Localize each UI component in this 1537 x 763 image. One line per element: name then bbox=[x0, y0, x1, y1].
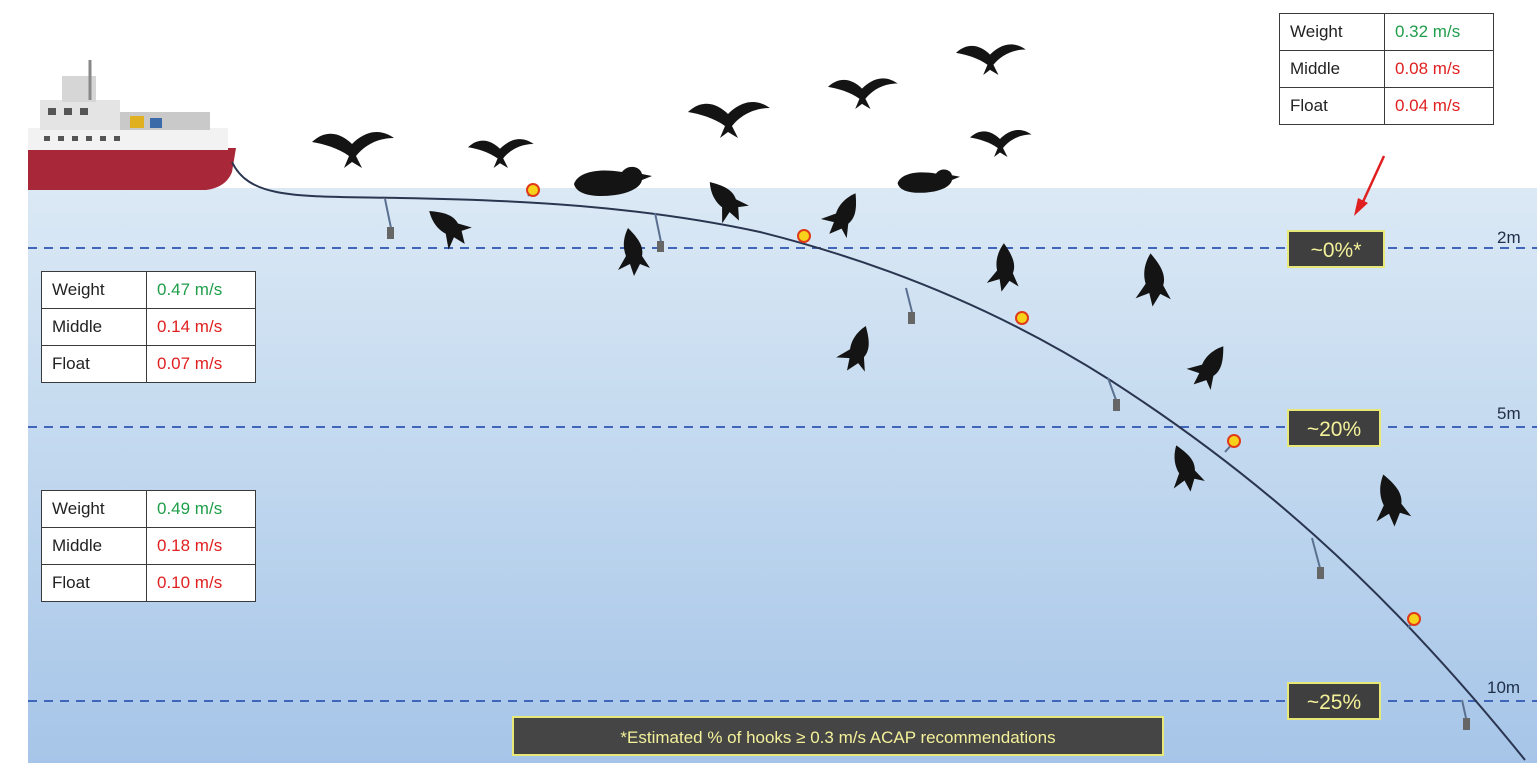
row-value: 0.08 m/s bbox=[1384, 50, 1494, 88]
weight-sinker-icon bbox=[384, 198, 1470, 730]
hook-percent-5m: ~20% bbox=[1287, 409, 1381, 447]
sink-rate-table-surface: Weight 0.32 m/s Middle 0.08 m/s Float 0.… bbox=[1279, 13, 1494, 125]
row-value: 0.47 m/s bbox=[146, 271, 256, 309]
hook-percent-10m: ~25% bbox=[1287, 682, 1381, 720]
row-label: Middle bbox=[1279, 50, 1385, 88]
row-value: 0.49 m/s bbox=[146, 490, 256, 528]
float-buoy-icon bbox=[526, 183, 1421, 629]
depth-label-10m: 10m bbox=[1487, 678, 1521, 697]
hook-percent-2m: ~0%* bbox=[1287, 230, 1385, 268]
table-row: Float 0.04 m/s bbox=[1279, 87, 1494, 125]
table-row: Weight 0.47 m/s bbox=[41, 271, 256, 309]
row-label: Middle bbox=[41, 308, 147, 346]
table-row: Middle 0.14 m/s bbox=[41, 308, 256, 346]
sink-rate-table-5-10m: Weight 0.49 m/s Middle 0.18 m/s Float 0.… bbox=[41, 490, 256, 602]
depth-label-5m: 5m bbox=[1497, 404, 1521, 423]
table-row: Float 0.10 m/s bbox=[41, 564, 256, 602]
water-body bbox=[28, 188, 1537, 763]
table-row: Float 0.07 m/s bbox=[41, 345, 256, 383]
row-label: Float bbox=[41, 564, 147, 602]
row-value: 0.18 m/s bbox=[146, 527, 256, 565]
table-row: Middle 0.18 m/s bbox=[41, 527, 256, 565]
table-row: Weight 0.32 m/s bbox=[1279, 13, 1494, 51]
row-label: Middle bbox=[41, 527, 147, 565]
row-label: Float bbox=[1279, 87, 1385, 125]
row-value: 0.07 m/s bbox=[146, 345, 256, 383]
row-value: 0.10 m/s bbox=[146, 564, 256, 602]
row-label: Weight bbox=[41, 271, 147, 309]
callout-arrow bbox=[1354, 155, 1386, 216]
sink-rate-table-2-5m: Weight 0.47 m/s Middle 0.14 m/s Float 0.… bbox=[41, 271, 256, 383]
row-label: Weight bbox=[41, 490, 147, 528]
footnote: *Estimated % of hooks ≥ 0.3 m/s ACAP rec… bbox=[512, 716, 1164, 756]
fishing-vessel-icon bbox=[28, 60, 236, 190]
row-value: 0.14 m/s bbox=[146, 308, 256, 346]
row-label: Weight bbox=[1279, 13, 1385, 51]
row-value: 0.04 m/s bbox=[1384, 87, 1494, 125]
table-row: Middle 0.08 m/s bbox=[1279, 50, 1494, 88]
row-label: Float bbox=[41, 345, 147, 383]
table-row: Weight 0.49 m/s bbox=[41, 490, 256, 528]
depth-label-2m: 2m bbox=[1497, 228, 1521, 247]
row-value: 0.32 m/s bbox=[1384, 13, 1494, 51]
longline bbox=[231, 161, 1526, 761]
